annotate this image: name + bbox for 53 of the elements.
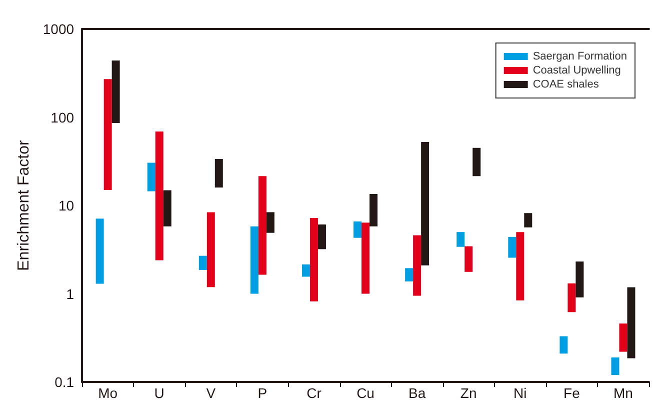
- bar: [302, 264, 310, 277]
- bar: [163, 190, 172, 226]
- bar: [318, 224, 326, 250]
- bar: [370, 194, 378, 226]
- x-tick-label: U: [154, 385, 164, 401]
- x-tick-label: V: [206, 385, 216, 401]
- y-tick-label: 0.1: [54, 374, 74, 390]
- bar: [516, 232, 524, 300]
- bar: [568, 283, 576, 312]
- bar: [456, 232, 465, 247]
- bar: [576, 261, 584, 298]
- bar: [508, 236, 516, 258]
- bar: [421, 142, 430, 266]
- bar: [310, 218, 318, 302]
- bar: [214, 159, 223, 188]
- x-tick-label: Cr: [306, 385, 322, 401]
- bar: [524, 213, 532, 228]
- x-tick-label: Cu: [356, 385, 374, 401]
- bar: [354, 221, 362, 238]
- x-tick-label: Mo: [98, 385, 118, 401]
- x-tick-label: Fe: [564, 385, 580, 401]
- bar: [206, 212, 215, 288]
- y-tick-label: 100: [50, 109, 74, 126]
- bar: [413, 235, 422, 296]
- bar: [266, 212, 274, 233]
- y-tick-label: 1000: [42, 21, 74, 37]
- x-tick-label: Zn: [460, 385, 477, 401]
- x-tick-label: Ni: [514, 385, 527, 401]
- legend-label: COAE shales: [532, 78, 600, 90]
- bar: [619, 324, 628, 352]
- bar: [198, 256, 207, 270]
- bar: [464, 246, 473, 272]
- bar: [560, 336, 568, 354]
- bar: [405, 268, 414, 282]
- y-tick-label: 1: [66, 286, 74, 302]
- bar: [472, 148, 481, 176]
- bar: [362, 222, 370, 294]
- bar: [258, 176, 266, 275]
- y-axis-title: Enrichment Factor: [16, 139, 32, 271]
- bar: [627, 287, 636, 358]
- legend-label: Coastal Upwelling: [532, 64, 621, 76]
- bar: [104, 79, 112, 190]
- legend-label: Saergan Formation: [532, 50, 628, 62]
- bar: [155, 131, 164, 260]
- bar: [611, 357, 620, 376]
- x-tick-label: P: [258, 385, 268, 401]
- bar: [112, 60, 120, 124]
- y-tick-label: 10: [58, 198, 74, 214]
- x-tick-label: Mn: [614, 385, 633, 401]
- bar: [250, 226, 258, 294]
- x-tick-label: Ba: [408, 385, 426, 401]
- bar: [96, 218, 104, 284]
- bar: [147, 162, 156, 192]
